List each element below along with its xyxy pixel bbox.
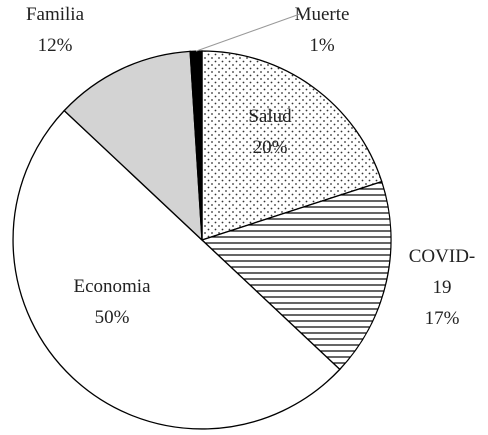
pie-slice [12, 109, 341, 430]
leader-line [195, 13, 301, 52]
slice-name: Economia [73, 276, 151, 297]
slice-value-label: 1% [309, 35, 335, 56]
slice-value-label: 20% [253, 137, 288, 158]
slice-label: Salud 20% [248, 106, 292, 158]
slice-value-label: 17% [425, 308, 460, 329]
slice-label: Economia 50% [73, 276, 151, 328]
slice-label: COVID- 19 17% [409, 246, 476, 329]
slice-value-label: 12% [38, 35, 73, 56]
slice-name-part: COVID- [409, 246, 476, 267]
pie-slice [200, 180, 392, 371]
slice-value-label: 50% [95, 307, 130, 328]
slice-name-part: 19 [433, 277, 452, 298]
slice-name: Muerte [295, 4, 350, 25]
pie-slice [63, 50, 203, 242]
slice-label: Familia 12% [26, 4, 85, 56]
pie-slice [201, 50, 383, 241]
slice-label: Muerte 1% [295, 4, 350, 56]
slice-name: Salud [248, 106, 292, 127]
slice-name: Familia [26, 4, 85, 25]
slice-name: COVID- 19 [409, 246, 476, 298]
